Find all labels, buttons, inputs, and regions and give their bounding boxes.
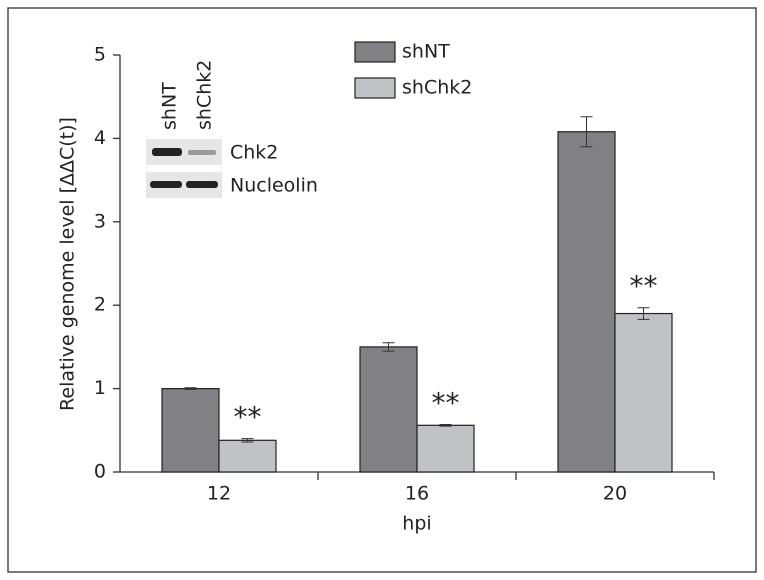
inset-lane-label: shNT bbox=[159, 82, 181, 130]
y-tick-label: 4 bbox=[94, 127, 106, 149]
error-bar bbox=[439, 423, 452, 427]
inset-blot: shNT shChk2 Chk2 Nucleolin bbox=[146, 60, 318, 198]
bar bbox=[557, 131, 616, 473]
x-axis-label: hpi bbox=[402, 513, 431, 535]
y-tick-label: 5 bbox=[94, 44, 106, 66]
bar bbox=[416, 424, 475, 473]
inset-row-label: Chk2 bbox=[230, 142, 278, 164]
error-bar bbox=[580, 116, 593, 148]
x-tick-label: 16 bbox=[405, 483, 429, 505]
blot-band bbox=[188, 150, 216, 155]
y-tick-label: 1 bbox=[94, 377, 106, 399]
y-tick-label: 0 bbox=[94, 461, 106, 483]
error-bar bbox=[382, 342, 395, 352]
legend-label: shChk2 bbox=[402, 77, 472, 99]
legend-swatch bbox=[354, 41, 396, 63]
legend-swatch bbox=[354, 77, 396, 99]
bar bbox=[161, 388, 220, 473]
bar bbox=[218, 439, 277, 473]
y-tick-label: 3 bbox=[94, 210, 106, 232]
y-tick-label: 2 bbox=[94, 294, 106, 316]
error-bar bbox=[241, 438, 254, 443]
bar bbox=[614, 312, 673, 473]
blot-band bbox=[186, 181, 218, 188]
x-tick-label: 20 bbox=[603, 483, 627, 505]
x-tick-label: 12 bbox=[207, 483, 231, 505]
error-bar bbox=[184, 387, 197, 390]
annotation: ** bbox=[234, 401, 262, 434]
y-axis-label: Relative genome level [ΔΔC(t)] bbox=[57, 117, 79, 411]
blot-band bbox=[150, 181, 182, 188]
bar bbox=[359, 346, 418, 473]
inset-lane-label: shChk2 bbox=[194, 60, 216, 130]
inset-row-label: Nucleolin bbox=[230, 175, 318, 197]
annotation: ** bbox=[432, 386, 460, 419]
error-bar bbox=[637, 307, 650, 320]
frame bbox=[7, 7, 757, 573]
blot-band bbox=[152, 148, 182, 156]
annotation: ** bbox=[630, 270, 658, 303]
legend-label: shNT bbox=[402, 41, 450, 63]
